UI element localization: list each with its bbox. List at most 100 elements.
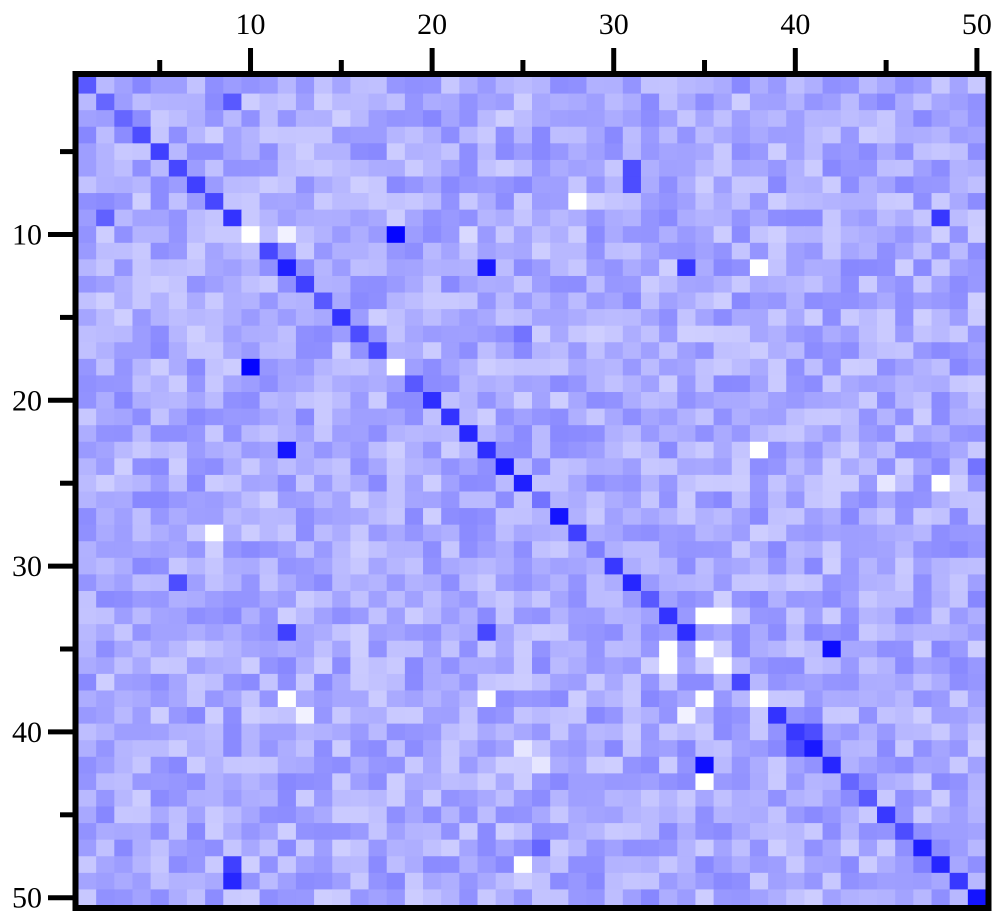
- heatmap-cell: [877, 358, 896, 377]
- heatmap-cell: [822, 93, 842, 111]
- heatmap-cell: [186, 292, 206, 310]
- heatmap-cell: [713, 342, 733, 360]
- heatmap-cell: [895, 673, 914, 692]
- heatmap-cell: [114, 673, 134, 692]
- heatmap-cell: [804, 441, 824, 459]
- heatmap-cell: [786, 392, 805, 410]
- heatmap-cell: [840, 856, 860, 874]
- heatmap-cell: [96, 292, 115, 310]
- heatmap-cell: [495, 425, 515, 443]
- heatmap-cell: [350, 408, 370, 426]
- heatmap-cell: [168, 756, 188, 774]
- heatmap-cell: [768, 93, 787, 111]
- heatmap-cell: [513, 707, 533, 725]
- heatmap-cell: [277, 508, 297, 526]
- heatmap-cell: [840, 657, 860, 675]
- heatmap-cell: [132, 856, 152, 874]
- heatmap-cell: [96, 889, 115, 907]
- heatmap-cell: [223, 524, 243, 542]
- heatmap-cell: [622, 458, 642, 476]
- heatmap-cell: [96, 524, 115, 542]
- heatmap-cell: [459, 93, 479, 111]
- heatmap-cell: [96, 126, 115, 144]
- heatmap-cell: [604, 508, 624, 526]
- heatmap-cell: [350, 425, 370, 443]
- heatmap-cell: [877, 292, 896, 310]
- heatmap-cell: [132, 624, 152, 642]
- heatmap-cell: [477, 673, 497, 692]
- heatmap-cell: [350, 242, 370, 260]
- heatmap-cell: [713, 673, 733, 692]
- heatmap-cell: [404, 707, 424, 725]
- heatmap-cell: [949, 209, 969, 227]
- heatmap-cell: [368, 657, 388, 675]
- heatmap-cell: [386, 756, 406, 774]
- heatmap-cell: [350, 292, 370, 310]
- heatmap-cell: [332, 93, 351, 111]
- heatmap-cell: [96, 690, 115, 708]
- heatmap-cell: [804, 508, 824, 526]
- heatmap-cell: [877, 325, 896, 343]
- x-tick-label: 20: [417, 8, 447, 41]
- heatmap-cell: [640, 325, 660, 343]
- heatmap-cell: [877, 723, 896, 741]
- heatmap-cell: [786, 872, 805, 891]
- heatmap-cell: [858, 275, 878, 294]
- heatmap-cell: [114, 325, 134, 343]
- heatmap-cell: [640, 392, 660, 410]
- heatmap-cell: [640, 209, 660, 227]
- heatmap-cell: [168, 574, 188, 592]
- heatmap-cell: [768, 392, 787, 410]
- heatmap-cell: [622, 110, 642, 128]
- heatmap-cell: [895, 823, 914, 841]
- heatmap-cell: [731, 425, 751, 443]
- heatmap-cell: [550, 93, 569, 111]
- heatmap-cell: [314, 342, 333, 360]
- heatmap-cell: [604, 176, 624, 194]
- heatmap-cell: [913, 839, 933, 857]
- heatmap-cell: [259, 209, 279, 227]
- heatmap-cell: [786, 657, 805, 675]
- heatmap-cell: [205, 491, 224, 509]
- heatmap-cell: [677, 872, 697, 891]
- heatmap-cell: [78, 458, 97, 476]
- heatmap-cell: [241, 872, 261, 891]
- heatmap-cell: [749, 756, 769, 774]
- heatmap-cell: [186, 624, 206, 642]
- heatmap-cell: [586, 872, 606, 891]
- heatmap-cell: [114, 823, 134, 841]
- heatmap-cell: [640, 143, 660, 161]
- heatmap-cell: [132, 408, 152, 426]
- heatmap-cell: [895, 126, 914, 144]
- heatmap-cell: [822, 342, 842, 360]
- heatmap-cell: [441, 640, 460, 658]
- heatmap-cell: [295, 574, 315, 592]
- heatmap-cell: [895, 242, 914, 260]
- heatmap-cell: [259, 889, 279, 907]
- heatmap-cell: [877, 541, 896, 559]
- heatmap-cell: [513, 309, 533, 327]
- heatmap-cell: [877, 275, 896, 294]
- heatmap-cell: [495, 209, 515, 227]
- heatmap-cell: [550, 541, 569, 559]
- heatmap-cell: [895, 690, 914, 708]
- heatmap-cell: [241, 143, 261, 161]
- heatmap-cell: [822, 77, 842, 95]
- heatmap-cell: [277, 789, 297, 808]
- heatmap-cell: [78, 143, 97, 161]
- heatmap-cell: [241, 242, 261, 260]
- heatmap-cell: [459, 143, 479, 161]
- heatmap-cell: [186, 425, 206, 443]
- heatmap-cell: [459, 690, 479, 708]
- heatmap-cell: [513, 590, 533, 609]
- heatmap-cell: [150, 77, 170, 95]
- heatmap-cell: [186, 806, 206, 824]
- heatmap-cell: [477, 872, 497, 891]
- heatmap-cell: [895, 408, 914, 426]
- heatmap-cell: [459, 508, 479, 526]
- heatmap-cell: [205, 740, 224, 758]
- heatmap-cell: [731, 590, 751, 609]
- heatmap-cell: [350, 640, 370, 658]
- heatmap-cell: [241, 889, 261, 907]
- heatmap-cell: [386, 872, 406, 891]
